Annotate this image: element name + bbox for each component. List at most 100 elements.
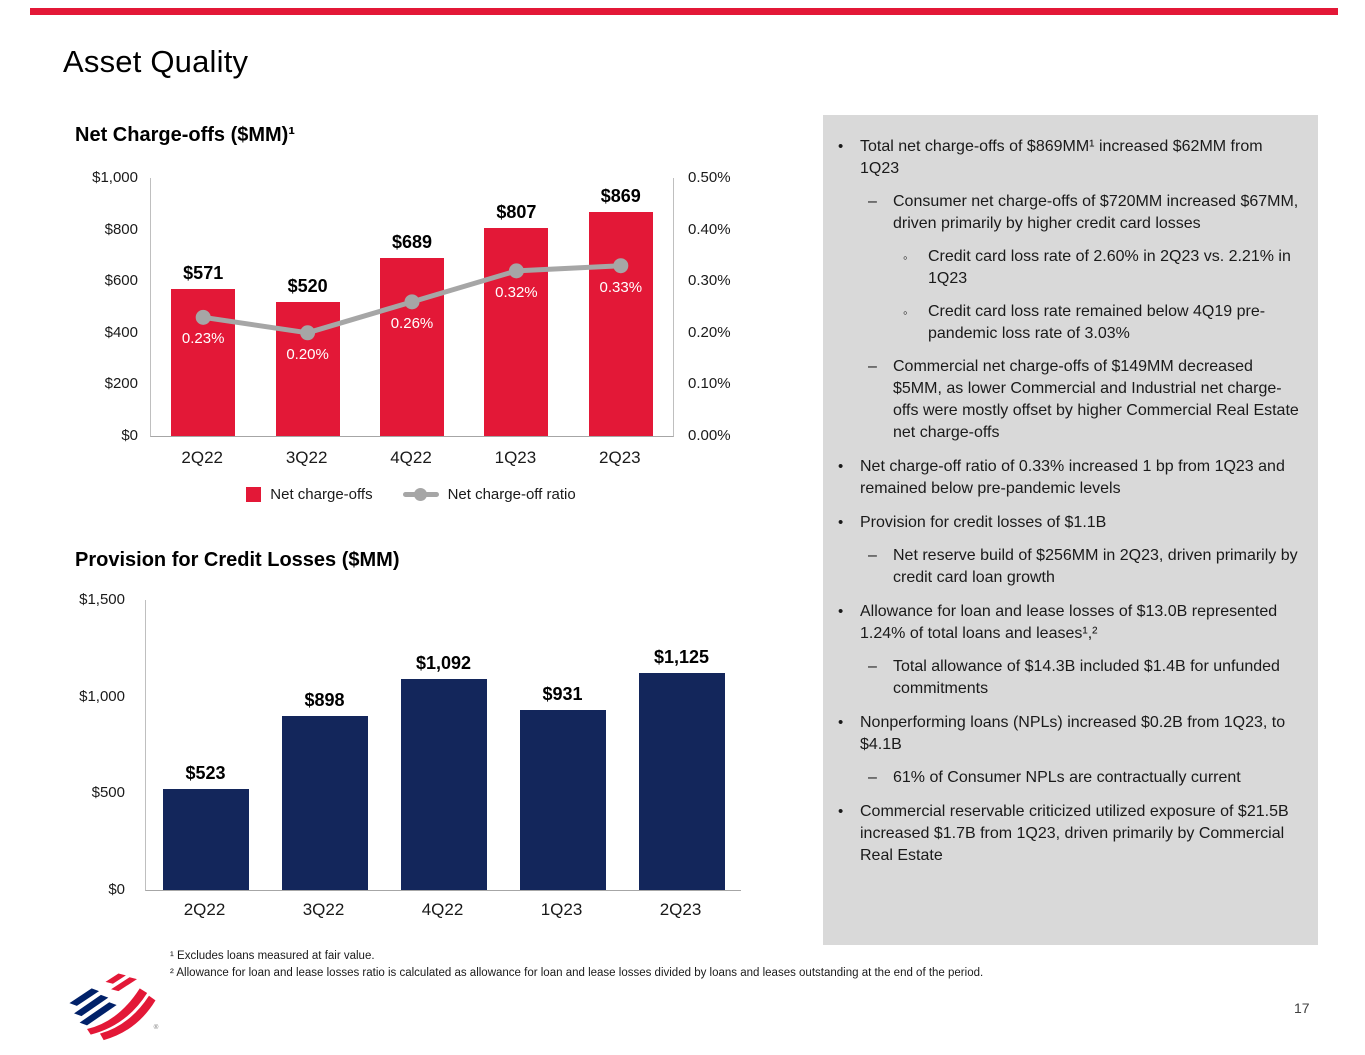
- bullet-text: Credit card loss rate of 2.60% in 2Q23 v…: [928, 248, 1291, 287]
- bullet-text: Commercial net charge-offs of $149MM dec…: [893, 358, 1299, 441]
- ratio-marker-icon: [613, 258, 629, 274]
- bullet-marker-icon: –: [868, 193, 877, 210]
- legend-label: Net charge-off ratio: [447, 486, 576, 503]
- ratio-value-label: 0.33%: [599, 278, 643, 296]
- axis-tick: 0.10%: [688, 375, 731, 393]
- bullet-text: Total net charge-offs of $869MM¹ increas…: [860, 138, 1263, 177]
- bullet-marker-icon: ◦: [903, 250, 908, 265]
- bar-2q22: [162, 788, 249, 890]
- bullet-item: – Total allowance of $14.3B included $1.4…: [823, 656, 1304, 700]
- nco-ratio-line: [195, 258, 629, 341]
- bar-value-label: $807: [496, 201, 537, 222]
- axis-tick: $0: [108, 881, 125, 898]
- bullet-item: • Total net charge-offs of $869MM¹ increa…: [823, 136, 1304, 180]
- x-axis-label: 2Q23: [599, 448, 641, 467]
- axis-tick: $0: [121, 427, 138, 444]
- nco-plot-area: $571 $520 $689 $807 $869 0.23% 0.20% 0.26% 0.32%…: [150, 178, 674, 437]
- bullet-marker-icon: ◦: [903, 305, 908, 320]
- bullet-marker-icon: –: [868, 658, 877, 675]
- ratio-marker-icon: [404, 294, 420, 310]
- bar-value-label: $898: [304, 690, 345, 711]
- bullet-text: Total allowance of $14.3B included $1.4B…: [893, 658, 1280, 697]
- bullet-marker-icon: •: [838, 603, 844, 620]
- ratio-value-label: 0.26%: [390, 314, 434, 332]
- pcl-x-axis-labels: 2Q22 3Q22 4Q22 1Q23 2Q23: [145, 900, 740, 920]
- bullet-marker-icon: •: [838, 458, 844, 475]
- bullet-text: Provision for credit losses of $1.1B: [860, 514, 1107, 531]
- bullet-text: Net reserve build of $256MM in 2Q23, dri…: [893, 547, 1298, 586]
- footnotes: ¹ Excludes loans measured at fair value.…: [170, 948, 1170, 982]
- bullet-marker-icon: •: [838, 714, 844, 731]
- bar-1q23: [519, 710, 606, 890]
- axis-tick: 0.00%: [688, 427, 731, 444]
- bar-value-label: $869: [600, 185, 641, 206]
- bullet-item: • Provision for credit losses of $1.1B: [823, 512, 1304, 534]
- bar-2q23: [638, 672, 725, 890]
- ratio-marker-icon: [195, 309, 211, 325]
- bullet-marker-icon: •: [838, 138, 844, 155]
- commentary-list: • Total net charge-offs of $869MM¹ increa…: [823, 136, 1304, 867]
- pcl-plot-area: $523 $898 $1,092 $931 $1,125: [145, 600, 741, 891]
- net-charge-off-ratio-swatch-icon: [402, 488, 439, 501]
- axis-tick: $600: [104, 272, 138, 290]
- axis-tick: $800: [104, 220, 138, 238]
- bullet-marker-icon: •: [838, 514, 844, 531]
- legend-net-charge-off-ratio: Net charge-off ratio: [402, 486, 576, 503]
- legend-label: Net charge-offs: [270, 486, 373, 503]
- ratio-value-label: 0.20%: [286, 345, 329, 363]
- top-accent-bar: [30, 8, 1338, 15]
- bar-value-label: $1,125: [653, 646, 710, 667]
- provision-chart-title: Provision for Credit Losses ($MM): [75, 549, 400, 571]
- bullet-item: – Consumer net charge-offs of $720MM incr…: [823, 191, 1304, 235]
- bullet-item: – Commercial net charge-offs of $149MM de…: [823, 356, 1304, 444]
- axis-tick: 0.20%: [688, 323, 731, 341]
- bullet-item: –61% of Consumer NPLs are contractually …: [823, 767, 1304, 789]
- bar-value-label: $523: [185, 762, 226, 783]
- nco-legend: Net charge-offs Net charge-off ratio: [150, 486, 672, 503]
- x-axis-label: 3Q22: [285, 448, 328, 467]
- bullet-marker-icon: –: [868, 547, 877, 564]
- commentary-panel: • Total net charge-offs of $869MM¹ increa…: [823, 115, 1318, 945]
- bullet-marker-icon: –: [868, 769, 877, 786]
- bar-value-label: $689: [391, 232, 433, 253]
- ratio-value-label: 0.23%: [181, 330, 225, 348]
- axis-tick: $1,500: [79, 591, 125, 608]
- bullet-text: Net charge-off ratio of 0.33% increased …: [860, 458, 1285, 497]
- footnote-2: ² Allowance for loan and lease losses ra…: [170, 967, 984, 979]
- bar-value-label: $1,092: [415, 652, 472, 673]
- axis-tick: $400: [104, 323, 138, 341]
- page-number: 17: [1294, 1000, 1310, 1016]
- bullet-text: Commercial reservable criticized utilize…: [860, 803, 1289, 864]
- bullet-text: 61% of Consumer NPLs are contractually c…: [893, 769, 1241, 786]
- axis-tick: $1,000: [79, 687, 125, 705]
- x-axis-label: 1Q23: [494, 448, 537, 467]
- x-axis-label: 4Q22: [421, 900, 464, 919]
- x-axis-label: 4Q22: [390, 448, 432, 467]
- x-axis-label: 2Q22: [183, 900, 226, 919]
- bar-3q22: [281, 716, 368, 890]
- ratio-marker-icon: [300, 325, 316, 341]
- bar-value-label: $571: [183, 262, 224, 283]
- axis-tick: $1,000: [92, 169, 138, 186]
- axis-tick: 0.40%: [688, 220, 731, 238]
- bullet-item: • Net charge-off ratio of 0.33% increased…: [823, 456, 1304, 500]
- ratio-marker-icon: [508, 263, 524, 279]
- bar-value-label: $931: [542, 684, 583, 705]
- axis-tick: $500: [91, 784, 125, 802]
- x-axis-label: 2Q23: [659, 900, 702, 919]
- axis-tick: $200: [104, 375, 138, 393]
- bar-4q22: [380, 258, 444, 436]
- nco-x-axis-labels: 2Q22 3Q22 4Q22 1Q23 2Q23: [150, 448, 672, 468]
- net-charge-offs-chart: Net Charge-offs ($MM)¹ $1,000 $800 $600 $40…: [63, 120, 833, 545]
- bullet-item: ◦ Credit card loss rate remained below 4Q…: [823, 301, 1304, 345]
- x-axis-label: 2Q22: [181, 448, 223, 467]
- pcl-left-axis: $1,500 $1,000 $500 $0: [63, 591, 125, 898]
- nco-right-axis: 0.50% 0.40% 0.30% 0.20% 0.10% 0.00%: [688, 169, 758, 444]
- bullet-text: Nonperforming loans (NPLs) increased $0.…: [860, 714, 1286, 753]
- bullet-item: – Net reserve build of $256MM in 2Q23, dr…: [823, 545, 1304, 589]
- bullet-marker-icon: –: [868, 358, 877, 375]
- axis-tick: 0.30%: [688, 272, 731, 290]
- provision-chart: Provision for Credit Losses ($MM) $1,500…: [63, 545, 833, 945]
- bullet-item: ◦ Credit card loss rate of 2.60% in 2Q23 …: [823, 246, 1304, 290]
- bank-of-america-logo-icon: ®: [69, 973, 159, 1041]
